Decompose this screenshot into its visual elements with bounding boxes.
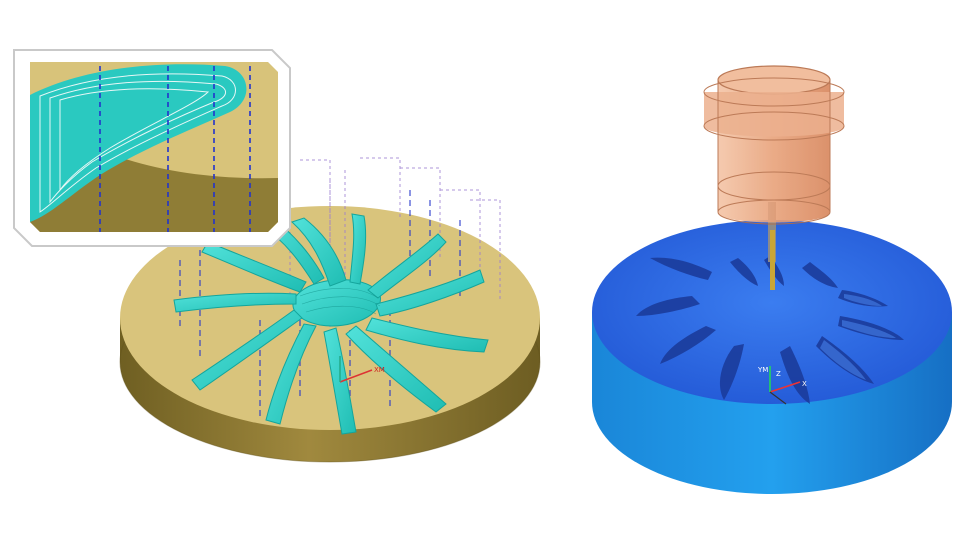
right-pocket-highlights: [820, 294, 896, 380]
right-axis-triad: YM Z X: [757, 366, 807, 405]
zoom-inset-content: [30, 62, 278, 232]
cutting-tool: [768, 202, 776, 290]
right-axis-z-label: Z: [776, 370, 781, 378]
spindle-holder: [703, 65, 845, 225]
right-axis-ym-label: YM: [757, 366, 768, 374]
left-axis-triad: XM: [339, 356, 385, 383]
left-toolpath-hatch: [299, 288, 381, 315]
right-part-model: YM Z X: [592, 65, 952, 494]
zoom-inset: [13, 49, 291, 247]
left-axis-xm-label: XM: [374, 366, 385, 374]
right-axis-x-label: X: [802, 380, 807, 388]
tool-flute: [770, 230, 775, 290]
left-part-model: XM: [119, 157, 541, 463]
